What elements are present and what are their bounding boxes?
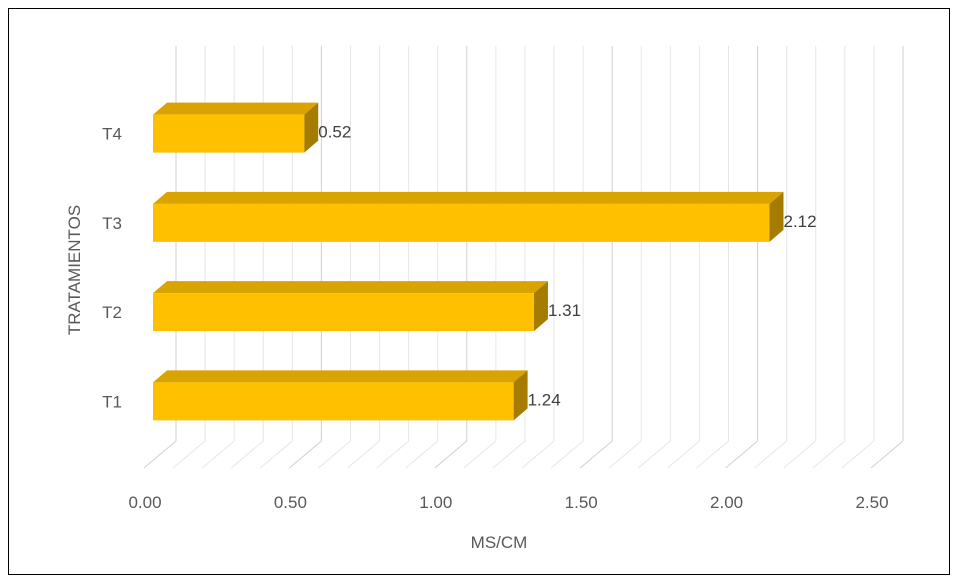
bar-top-face xyxy=(153,281,548,294)
floor-gridline xyxy=(783,440,817,469)
data-label: 1.24 xyxy=(528,390,561,409)
floor-gridline xyxy=(608,440,642,469)
labels: 0.00 0.50 1.00 1.50 2.00 2.50 T1 1.24 T2 1.31 T3 2.… xyxy=(102,123,888,512)
y-tick-label: T3 xyxy=(102,214,122,233)
bar-top-face xyxy=(153,102,319,115)
floor-gridline xyxy=(492,440,526,469)
floor-gridline xyxy=(463,440,497,469)
x-tick-label: 2.00 xyxy=(710,493,743,512)
data-label: 2.12 xyxy=(783,212,816,231)
floor-gridline xyxy=(812,440,846,469)
floor-gridline xyxy=(143,440,177,469)
floor-gridline xyxy=(638,440,671,469)
floor-gridline xyxy=(347,440,380,469)
bar-side-face xyxy=(769,191,784,242)
floor-gridline xyxy=(550,440,584,469)
floor-gridline xyxy=(696,440,729,469)
floor-gridline xyxy=(667,440,700,469)
bar-top-face xyxy=(153,370,528,383)
floor-gridline xyxy=(434,440,468,469)
x-tick-label: 1.50 xyxy=(565,493,598,512)
x-tick-label: 2.50 xyxy=(855,493,888,512)
y-axis-title: TRATAMIENTOS xyxy=(65,205,84,335)
y-tick-label: T2 xyxy=(102,303,122,322)
floor-gridline xyxy=(230,440,264,469)
bar-front-face xyxy=(153,382,514,421)
floor-gridline xyxy=(201,440,235,469)
floor-gridline xyxy=(725,440,758,469)
y-tick-label: T4 xyxy=(102,125,122,144)
floor-gridline xyxy=(754,440,788,469)
floor-gridline xyxy=(289,440,322,469)
bar-T2 xyxy=(153,281,548,332)
bar-T4 xyxy=(153,102,319,153)
floor-gridline xyxy=(318,440,351,469)
floor-gridline xyxy=(870,440,904,469)
floor-gridline xyxy=(579,440,613,469)
floor-gridline xyxy=(172,440,206,469)
bar-side-face xyxy=(513,370,528,421)
bar-side-face xyxy=(304,102,319,153)
data-label: 1.31 xyxy=(548,301,581,320)
floor-gridline xyxy=(841,440,875,469)
bar-front-face xyxy=(153,114,305,153)
floor-gridline xyxy=(521,440,555,469)
floor-gridline xyxy=(405,440,439,469)
floor-gridline xyxy=(259,440,293,469)
bar-side-face xyxy=(533,281,548,332)
bar-T3 xyxy=(153,191,784,242)
bar-top-face xyxy=(153,191,784,204)
bar-front-face xyxy=(153,203,770,242)
floor-gridline xyxy=(376,440,409,469)
y-tick-label: T1 xyxy=(102,392,122,411)
x-axis-title: MS/CM xyxy=(471,533,528,552)
x-tick-label: 0.00 xyxy=(128,493,161,512)
bar-front-face xyxy=(153,293,534,332)
x-tick-label: 0.50 xyxy=(274,493,307,512)
x-tick-label: 1.00 xyxy=(419,493,452,512)
bar-T1 xyxy=(153,370,528,421)
data-label: 0.52 xyxy=(318,123,351,142)
bars xyxy=(153,102,784,421)
